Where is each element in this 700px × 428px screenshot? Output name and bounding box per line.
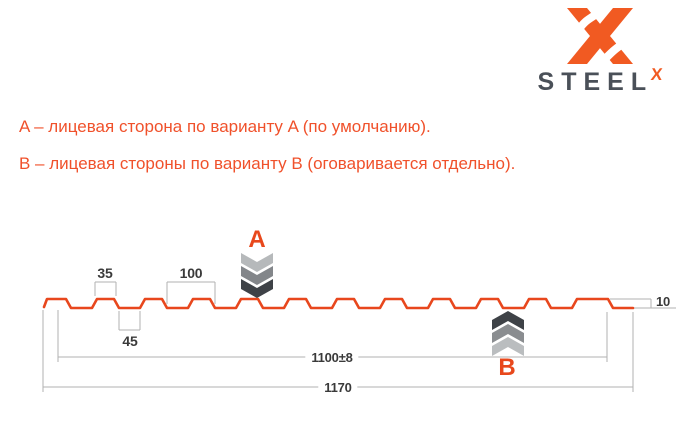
profile-outline xyxy=(42,297,635,310)
side-a-label: A xyxy=(248,226,266,253)
side-b-label: B xyxy=(498,354,516,381)
logo: STEELX xyxy=(518,8,682,95)
logo-x-mark-icon xyxy=(567,8,633,64)
dim-rib-bottom-lines xyxy=(118,311,141,331)
dim-rib-bottom-label: 45 xyxy=(122,333,138,349)
dim-working-width-label: 1100±8 xyxy=(305,350,359,365)
dim-height-label: 10 xyxy=(656,294,671,309)
dim-pitch-label: 100 xyxy=(179,265,203,281)
side-a-chevrons-icon xyxy=(241,253,273,298)
dim-pitch-lines xyxy=(166,281,216,304)
dim-rib-top-lines xyxy=(94,281,117,296)
dim-overall-width-label: 1170 xyxy=(318,380,358,395)
dim-rib-top-label: 35 xyxy=(97,265,113,281)
logo-wordmark-text: STEEL xyxy=(537,68,654,96)
side-b-chevrons-icon xyxy=(492,311,524,356)
legend-line-a: A – лицевая сторона по варианту A (по ум… xyxy=(19,117,431,136)
logo-wordmark: STEELX xyxy=(518,65,682,96)
legend-line-b: B – лицевая стороны по варианту B (огова… xyxy=(19,154,516,173)
dim-height-lines xyxy=(610,298,676,309)
